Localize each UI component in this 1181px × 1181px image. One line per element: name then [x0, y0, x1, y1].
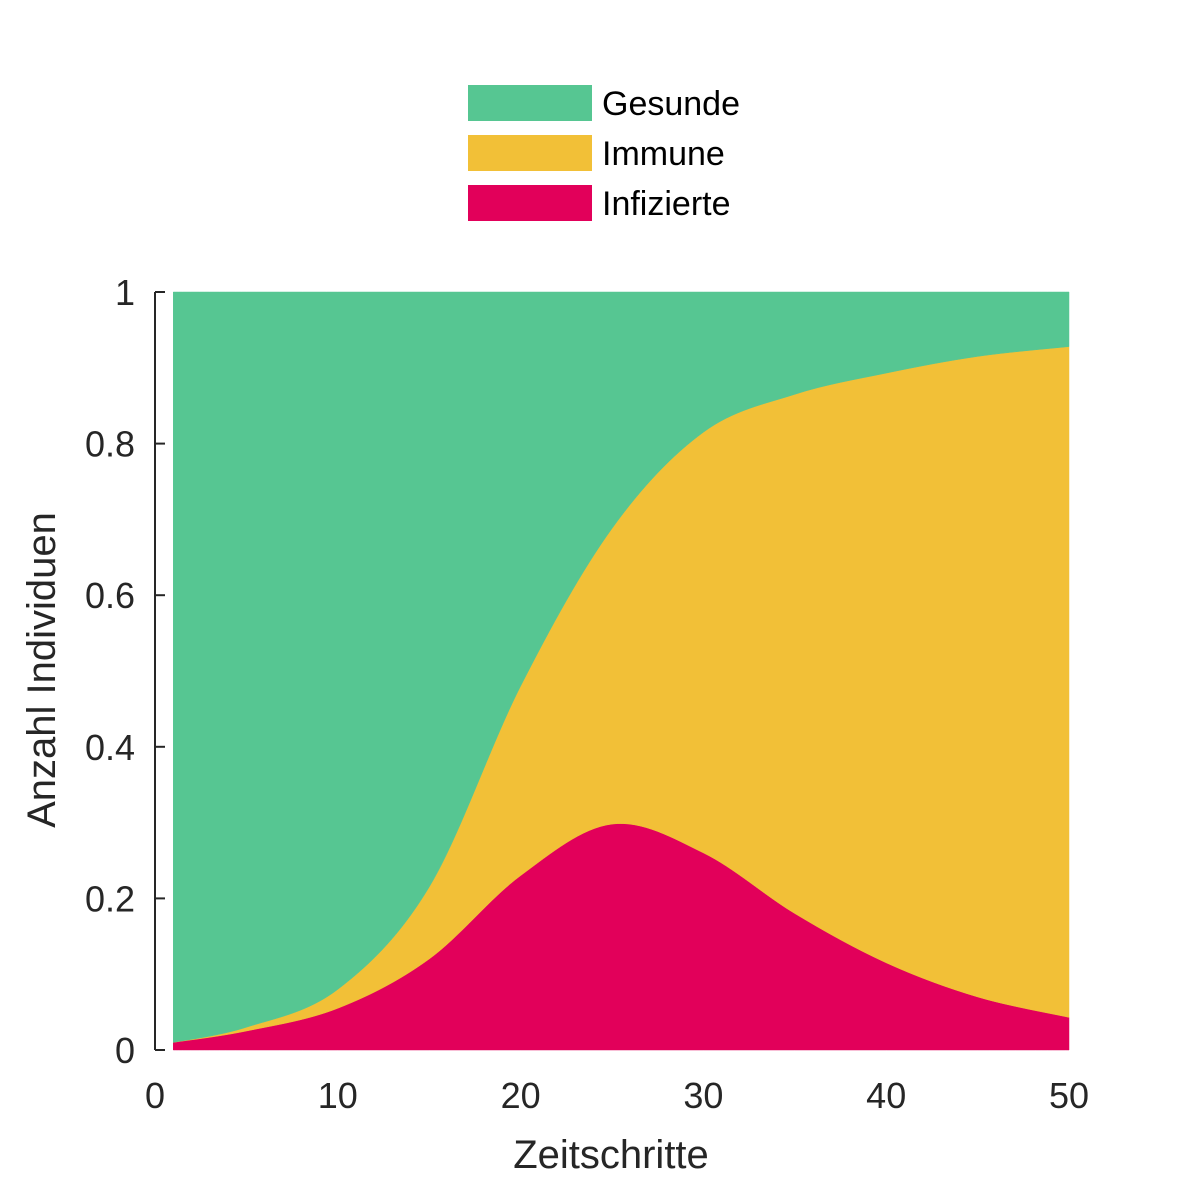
legend-label-gesunde: Gesunde — [602, 85, 740, 123]
y-tick-label: 0.6 — [85, 575, 135, 616]
legend-swatch-immune — [468, 135, 592, 171]
legend: Gesunde Immune Infizierte — [468, 85, 740, 223]
x-tick-label: 50 — [1049, 1075, 1089, 1116]
x-tick-label: 0 — [145, 1075, 165, 1116]
y-tick-label: 0 — [115, 1030, 135, 1071]
x-tick-label: 10 — [318, 1075, 358, 1116]
legend-swatch-infizierte — [468, 185, 592, 221]
y-tick-label: 0.8 — [85, 424, 135, 465]
y-tick-label: 0.4 — [85, 727, 135, 768]
y-tick-label: 0.2 — [85, 878, 135, 919]
axes: 00.20.40.60.810 10 20 30 40 50 — [85, 272, 1089, 1116]
y-axis-title: Anzahl Individuen — [20, 512, 64, 828]
y-tick-label: 1 — [115, 272, 135, 313]
x-axis-title: Zeitschritte — [513, 1133, 709, 1177]
plot-areas — [173, 291, 1070, 1051]
x-tick-label: 20 — [501, 1075, 541, 1116]
area-gesunde — [173, 291, 1070, 1043]
x-tick-label: 30 — [683, 1075, 723, 1116]
legend-swatch-gesunde — [468, 85, 592, 121]
legend-label-infizierte: Infizierte — [602, 185, 731, 223]
legend-label-immune: Immune — [602, 135, 725, 173]
x-tick-label: 40 — [866, 1075, 906, 1116]
